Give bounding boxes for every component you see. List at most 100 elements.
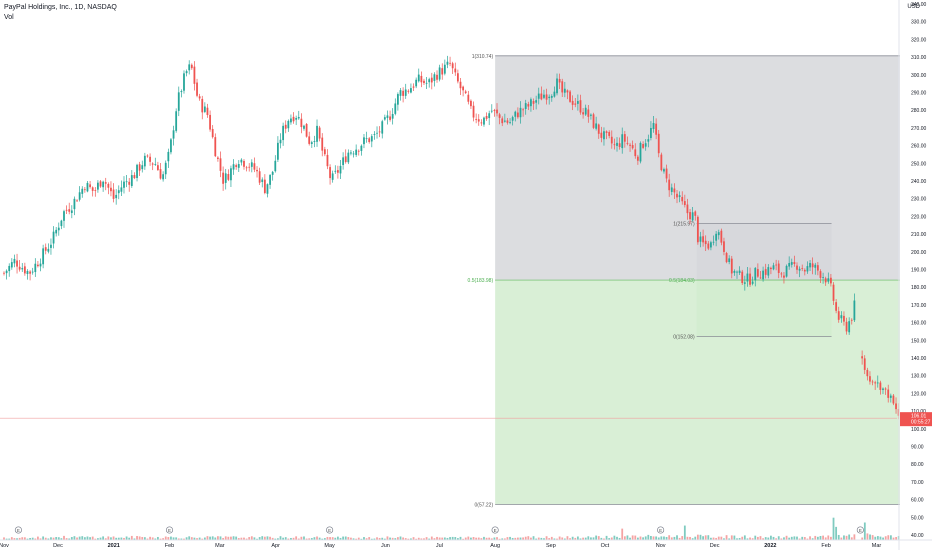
volume-bar-264 (691, 538, 694, 540)
candle-body-235 (616, 142, 618, 146)
volume-bar-333 (876, 536, 879, 540)
candle-body-230 (603, 131, 605, 140)
candle-body-314 (822, 277, 824, 278)
earnings-marker-3[interactable] (491, 526, 499, 534)
candle-body-145 (381, 121, 384, 134)
candle-body-226 (592, 114, 595, 128)
volume-bar-19 (52, 537, 55, 540)
volume-bar-148 (389, 537, 391, 540)
candle-body-191 (501, 118, 504, 124)
volume-indicator-label[interactable]: Vol (4, 14, 14, 21)
volume-bar-240 (629, 537, 631, 540)
volume-bar-73 (193, 537, 196, 540)
candle-body-61 (162, 174, 165, 180)
x-tick-label-0: Nov (0, 543, 9, 549)
volume-bar-219 (574, 537, 577, 540)
candle-body-166 (436, 74, 438, 80)
x-tick-label-2: 2021 (108, 543, 120, 549)
candle-body-327 (861, 356, 864, 359)
volume-bar-286 (749, 537, 751, 540)
candle-body-176 (462, 86, 465, 91)
candle-body-336 (884, 388, 887, 390)
volume-bar-277 (725, 535, 728, 540)
earnings-marker-label-1: E (168, 528, 171, 533)
candle-body-339 (892, 395, 895, 404)
candle-body-30 (81, 188, 84, 194)
volume-bar-188 (493, 537, 496, 540)
volume-bar-163 (428, 538, 431, 540)
volume-bar-150 (394, 538, 397, 540)
volume-bar-325 (850, 537, 853, 540)
candle-body-134 (352, 153, 355, 155)
candle-body-177 (464, 91, 467, 94)
volume-bar-297 (777, 536, 780, 540)
volume-bar-14 (39, 538, 42, 540)
candle-body-2 (8, 265, 11, 272)
volume-bar-34 (91, 536, 94, 540)
volume-bar-153 (402, 537, 405, 540)
volume-bar-126 (331, 537, 334, 540)
candle-body-288 (754, 267, 757, 281)
candle-body-114 (300, 118, 303, 128)
candle-body-56 (149, 156, 151, 162)
candle-body-270 (707, 243, 710, 249)
candle-body-249 (652, 123, 655, 129)
candle-body-3 (10, 262, 13, 268)
earnings-marker-2[interactable] (326, 526, 334, 534)
candle-body-338 (889, 395, 892, 398)
candle-body-27 (73, 198, 76, 210)
candle-body-251 (657, 133, 660, 154)
volume-bar-252 (660, 536, 663, 540)
x-tick-label-15: Feb (821, 543, 830, 549)
candle-body-316 (827, 278, 830, 282)
volume-bar-243 (636, 537, 639, 540)
volume-bar-20 (55, 537, 58, 540)
earnings-marker-5[interactable] (856, 526, 864, 534)
volume-bar-260 (681, 536, 684, 540)
candle-body-298 (780, 273, 783, 275)
volume-bar-220 (576, 536, 579, 540)
symbol-title[interactable]: PayPal Holdings, Inc., 1D, NASDAQ (4, 4, 117, 11)
volume-bar-23 (63, 535, 65, 540)
volume-bar-44 (117, 537, 120, 540)
candle-body-65 (172, 130, 175, 139)
candle-body-141 (370, 136, 373, 142)
volume-bar-147 (386, 536, 389, 540)
candle-body-92 (243, 160, 245, 167)
volume-bar-118 (310, 538, 313, 540)
volume-bar-32 (86, 536, 89, 540)
candle-body-253 (663, 169, 665, 172)
volume-bar-137 (360, 538, 363, 540)
candle-body-154 (404, 89, 407, 96)
volume-bar-313 (819, 535, 822, 540)
volume-bar-79 (209, 536, 211, 540)
volume-bar-331 (871, 535, 874, 540)
candle-body-47 (125, 181, 128, 183)
volume-bar-59 (157, 536, 159, 540)
candle-body-196 (514, 111, 517, 117)
volume-bar-53 (141, 536, 144, 540)
volume-bar-200 (524, 536, 527, 540)
volume-bar-298 (780, 538, 783, 540)
volume-bar-78 (206, 536, 209, 540)
volume-bar-338 (890, 535, 892, 540)
candle-body-258 (676, 193, 678, 198)
volume-bar-91 (240, 537, 243, 540)
earnings-marker-4[interactable] (657, 526, 665, 534)
volume-bar-143 (376, 537, 378, 540)
candle-body-103 (271, 171, 274, 175)
earnings-marker-0[interactable] (14, 526, 22, 534)
candle-body-229 (600, 132, 603, 138)
candle-body-150 (394, 103, 397, 114)
candle-body-260 (681, 196, 684, 202)
candle-body-186 (488, 113, 491, 119)
volume-bar-180 (472, 536, 475, 540)
y-tick-label-27: 310.00 (911, 55, 927, 61)
earnings-marker-1[interactable] (165, 526, 174, 534)
candle-body-309 (809, 263, 811, 268)
candle-body-232 (608, 132, 611, 136)
candle-body-62 (164, 162, 167, 175)
volume-bar-226 (592, 537, 595, 540)
candle-body-267 (699, 236, 702, 242)
